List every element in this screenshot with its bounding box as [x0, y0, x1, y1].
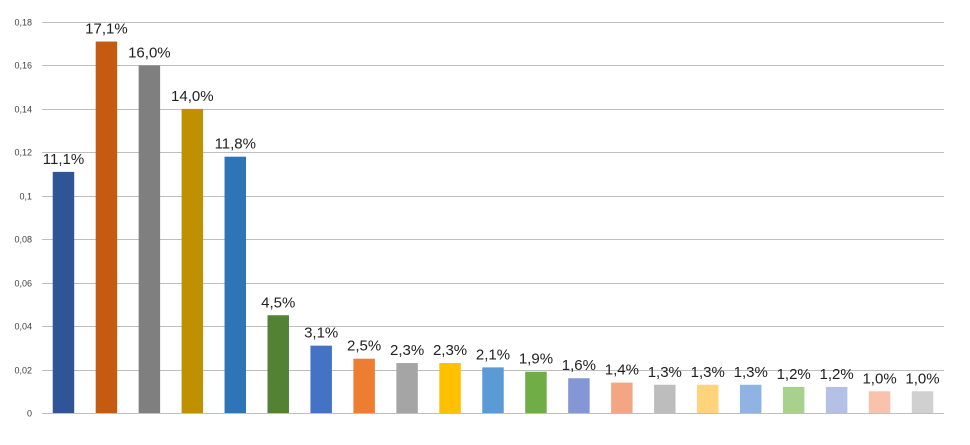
bar — [224, 156, 247, 413]
bar — [782, 386, 805, 413]
y-tick-label: 0,12 — [14, 148, 32, 158]
bar — [911, 391, 934, 413]
y-tick-label: 0 — [27, 409, 32, 419]
y-tick-label: 0,06 — [14, 279, 32, 289]
bar-value-label: 11,8% — [215, 136, 256, 153]
bar — [439, 363, 461, 413]
y-tick-label: 0,08 — [14, 235, 32, 245]
bar — [611, 382, 633, 413]
bar — [654, 384, 676, 413]
bar — [697, 384, 719, 413]
bar-value-label: 14,0% — [171, 88, 214, 105]
bar — [396, 363, 418, 413]
y-tick-label: 0,1 — [19, 192, 32, 202]
bar — [267, 315, 289, 413]
bar — [825, 386, 848, 413]
y-axis-tick-labels: 0 0,02 0,04 0,06 0,08 0,1 0,12 0,14 0,16 0,18 — [14, 18, 32, 419]
bar-value-label: 1,3% — [734, 364, 768, 381]
bar — [353, 358, 375, 413]
bar-value-label: 1,3% — [691, 364, 725, 381]
bar-value-label: 4,5% — [261, 294, 295, 311]
bar-value-label: 2,5% — [347, 338, 381, 355]
y-tick-label: 0,16 — [14, 61, 32, 71]
gridlines — [42, 22, 944, 371]
bar — [868, 391, 891, 413]
bar-value-label: 1,0% — [905, 370, 939, 387]
bar-value-label: 2,3% — [390, 342, 424, 359]
bar-value-label: 2,1% — [476, 346, 510, 363]
bars — [52, 41, 934, 414]
bar-value-label: 1,6% — [562, 357, 596, 374]
bar-value-label: 1,2% — [777, 366, 811, 383]
bar-value-label: 2,3% — [433, 342, 467, 359]
bar — [525, 371, 547, 413]
bar — [739, 384, 762, 413]
y-tick-label: 0,04 — [14, 322, 32, 332]
bar — [95, 41, 118, 414]
bar-value-label: 1,0% — [862, 370, 896, 387]
bar — [52, 171, 75, 413]
bar — [181, 108, 204, 413]
bar-value-label: 16,0% — [128, 44, 171, 61]
y-tick-label: 0,02 — [14, 366, 32, 376]
bar-value-label: 11,1% — [43, 151, 84, 168]
bar — [568, 378, 590, 413]
bar-value-label: 17,1% — [85, 21, 128, 38]
bar-value-label: 3,1% — [304, 325, 338, 342]
bar — [310, 345, 332, 413]
bar-value-label: 1,2% — [820, 366, 854, 383]
y-tick-label: 0,18 — [14, 18, 32, 28]
y-tick-label: 0,14 — [14, 105, 32, 115]
bar-value-label: 1,4% — [605, 362, 639, 379]
bar-value-label: 1,3% — [648, 364, 682, 381]
data-labels: 11,1% 17,1%16,0% 14,0% 11,8% 4,5% 3,1% 2,5% 2,3… — [43, 21, 940, 388]
bar — [138, 65, 161, 413]
bar — [482, 367, 504, 413]
bar-value-label: 1,9% — [519, 351, 553, 368]
